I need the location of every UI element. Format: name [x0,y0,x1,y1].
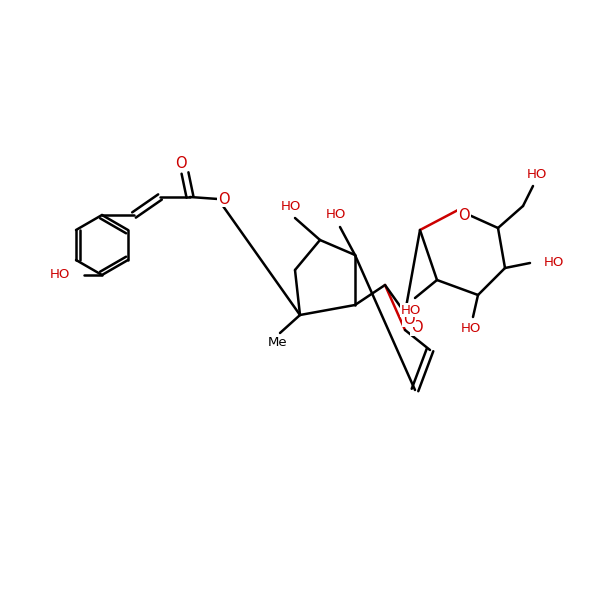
Text: HO: HO [461,323,481,335]
Text: O: O [403,311,415,326]
Text: HO: HO [544,257,565,269]
Text: HO: HO [527,167,547,181]
Text: HO: HO [50,269,70,281]
Text: HO: HO [281,199,301,212]
Text: O: O [458,208,470,223]
Text: HO: HO [326,208,346,221]
Text: O: O [411,320,423,335]
Text: Me: Me [268,337,288,349]
Text: HO: HO [401,304,421,317]
Text: O: O [218,191,230,206]
Text: O: O [175,155,187,170]
